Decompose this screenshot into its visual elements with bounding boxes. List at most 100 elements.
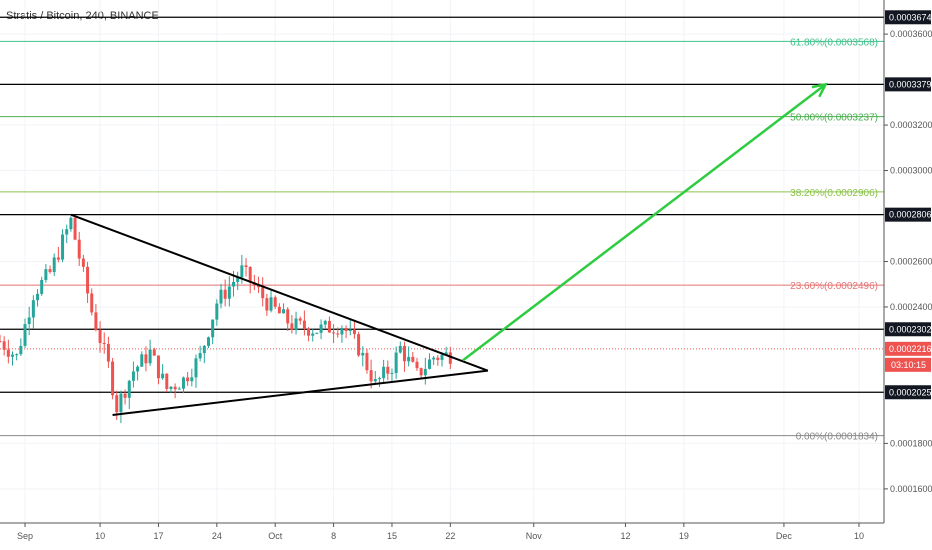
level-tag bbox=[885, 77, 931, 92]
candle-body bbox=[269, 297, 273, 311]
candle-body bbox=[190, 377, 194, 382]
candle-body bbox=[423, 368, 427, 376]
chart-grid bbox=[0, 0, 884, 523]
candle-body bbox=[319, 324, 323, 333]
level-tag-label: 0.0003674 bbox=[889, 12, 932, 22]
candle-body bbox=[415, 361, 419, 369]
candle-body bbox=[2, 341, 6, 350]
candle-body bbox=[81, 258, 85, 267]
candle-body bbox=[115, 395, 119, 413]
candle-body bbox=[161, 373, 165, 379]
candle-body bbox=[140, 354, 144, 367]
candle-body bbox=[77, 239, 81, 259]
candle-body bbox=[94, 312, 98, 330]
candle-body bbox=[286, 309, 290, 324]
candle-body bbox=[444, 352, 448, 355]
candle-body bbox=[15, 354, 19, 356]
candle-body bbox=[232, 281, 236, 287]
candle-body bbox=[307, 328, 311, 336]
candle-body bbox=[336, 333, 340, 335]
candle-body bbox=[98, 329, 102, 343]
current-price-tag bbox=[885, 341, 931, 356]
price-axis-background bbox=[884, 0, 932, 550]
fib-level-label: 50.00%(0.0003237) bbox=[790, 113, 878, 124]
candle-body bbox=[36, 293, 40, 301]
level-tag bbox=[885, 322, 931, 337]
candle-body bbox=[106, 343, 110, 362]
candle-body bbox=[23, 324, 27, 346]
candle-body bbox=[315, 332, 319, 334]
candle-body bbox=[411, 356, 415, 362]
fib-level-label: 23.60%(0.0002496) bbox=[790, 281, 878, 292]
candle-body bbox=[40, 279, 44, 294]
candle-body bbox=[407, 356, 411, 362]
candle-body bbox=[69, 217, 73, 230]
level-tag-label: 0.0002025 bbox=[889, 387, 932, 397]
price-tick-label: 0.0003000 bbox=[890, 166, 932, 176]
time-tick-label: 22 bbox=[445, 531, 455, 541]
candle-body bbox=[173, 386, 177, 390]
projection-arrow bbox=[462, 82, 828, 362]
candle-body bbox=[236, 277, 240, 282]
candle-body bbox=[427, 359, 431, 369]
price-tick-label: 0.0002600 bbox=[890, 257, 932, 267]
candle-body bbox=[131, 371, 135, 381]
candle-body bbox=[344, 327, 348, 331]
time-tick-label: Nov bbox=[526, 531, 543, 541]
candle-body bbox=[48, 269, 52, 273]
price-tick-label: 0.0001800 bbox=[890, 438, 932, 448]
candle-body bbox=[398, 345, 402, 353]
price-axis: 0.0003600 0.0003200 0.0003000 0.0002600 0.00… bbox=[883, 0, 932, 550]
candle-body bbox=[206, 337, 210, 346]
level-tag bbox=[885, 10, 931, 25]
candle-body bbox=[448, 352, 452, 364]
candle-body bbox=[402, 345, 406, 362]
chart-title: Stratis / Bitcoin, 240, BINANCE bbox=[6, 10, 159, 22]
level-tag-label: 0.0002302 bbox=[889, 324, 932, 334]
candle-body bbox=[102, 342, 106, 344]
candle-body bbox=[19, 345, 23, 355]
time-tick-label: Oct bbox=[268, 531, 283, 541]
time-tick-label: 10 bbox=[854, 531, 864, 541]
candle-body bbox=[377, 378, 381, 380]
candle-body bbox=[323, 320, 327, 325]
time-tick-label: 8 bbox=[331, 531, 336, 541]
candle-body bbox=[265, 298, 269, 311]
price-tick-label: 0.0001600 bbox=[890, 484, 932, 494]
level-tag-label: 0.0002806 bbox=[889, 210, 932, 220]
projection-arrow-shaft bbox=[462, 83, 827, 362]
candle-body bbox=[44, 269, 48, 280]
candle-body bbox=[373, 379, 377, 382]
time-tick-label: 12 bbox=[620, 531, 630, 541]
candle-body bbox=[11, 354, 15, 357]
candle-body bbox=[219, 289, 223, 304]
candle-body bbox=[390, 372, 394, 374]
candle-body bbox=[227, 286, 231, 299]
candle-body bbox=[290, 323, 294, 331]
candle-body bbox=[73, 217, 77, 240]
candle-body bbox=[282, 309, 286, 314]
fib-level-label: 61.80%(0.0003568) bbox=[790, 37, 878, 48]
candle-body bbox=[152, 349, 156, 356]
candle-body bbox=[123, 393, 127, 398]
candles bbox=[0, 216, 452, 424]
candle-body bbox=[327, 320, 331, 333]
candle-body bbox=[261, 287, 265, 299]
candle-body bbox=[27, 317, 31, 325]
candle-body bbox=[56, 257, 60, 260]
fib-level-label: 38.20%(0.0002906) bbox=[790, 188, 878, 199]
candle-body bbox=[257, 285, 261, 288]
candle-body bbox=[302, 320, 306, 329]
candle-body bbox=[144, 354, 148, 364]
time-tick-label: 19 bbox=[679, 531, 689, 541]
price-tick-label: 0.0002400 bbox=[890, 302, 932, 312]
candle-body bbox=[181, 377, 185, 389]
time-tick-label: 10 bbox=[95, 531, 105, 541]
candle-body bbox=[31, 300, 35, 318]
candle-body bbox=[352, 329, 356, 335]
countdown-label: 03:10:15 bbox=[891, 360, 926, 370]
candle-body bbox=[386, 366, 390, 374]
candle-body bbox=[165, 373, 169, 389]
candle-body bbox=[119, 393, 123, 413]
